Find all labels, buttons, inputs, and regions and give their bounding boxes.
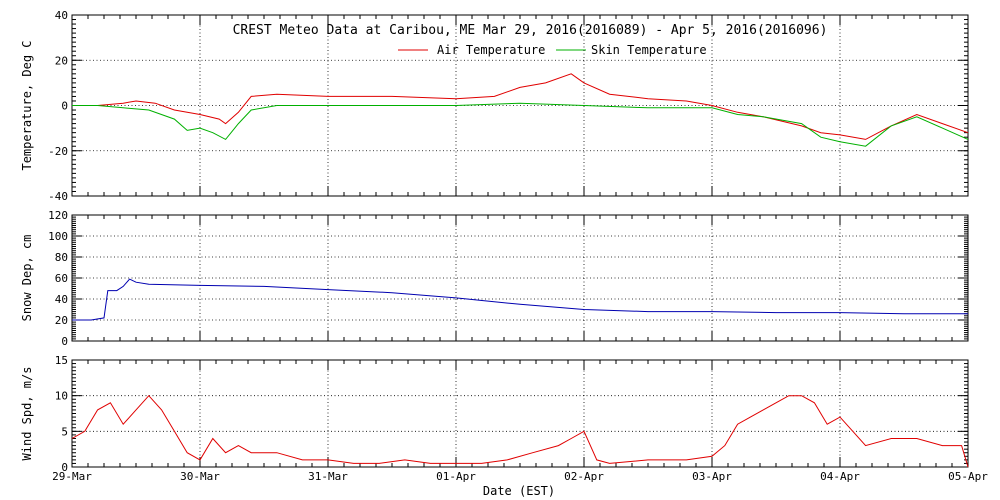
series-line-wind-speed-panel bbox=[71, 394, 969, 468]
series-line-air-temperature bbox=[72, 73, 969, 140]
series-line-skin-temperature bbox=[72, 102, 969, 147]
y-tick-label: 80 bbox=[55, 251, 68, 264]
x-tick-label: 05-Apr bbox=[948, 470, 988, 483]
chart-title: CREST Meteo Data at Caribou, ME Mar 29, … bbox=[233, 23, 828, 38]
x-tick-label: 04-Apr bbox=[820, 470, 860, 483]
series-line-snow-depth-panel bbox=[72, 278, 968, 321]
legend: Air Temperature Skin Temperature bbox=[398, 43, 707, 57]
x-tick-label: 02-Apr bbox=[564, 470, 604, 483]
y-tick-label: 40 bbox=[55, 9, 68, 22]
y-tick-label: 40 bbox=[55, 293, 68, 306]
x-tick-label: 31-Mar bbox=[308, 470, 348, 483]
y-tick-label: 15 bbox=[55, 354, 68, 367]
y-tick-label: 100 bbox=[48, 230, 68, 243]
y-axis-title: Wind Spd, m/s bbox=[20, 367, 34, 461]
y-tick-label: 60 bbox=[55, 272, 68, 285]
x-tick-label: 30-Mar bbox=[180, 470, 220, 483]
y-tick-label: 0 bbox=[61, 461, 68, 474]
y-tick-label: 5 bbox=[61, 425, 68, 438]
legend-skin-label: Skin Temperature bbox=[591, 43, 707, 57]
x-tick-label: 01-Apr bbox=[436, 470, 476, 483]
y-tick-label: 20 bbox=[55, 54, 68, 67]
x-tick-label: 03-Apr bbox=[692, 470, 732, 483]
plot-frame bbox=[71, 359, 969, 468]
y-tick-label: 0 bbox=[61, 100, 68, 113]
wind-speed-panel: 0 5 10 15 Wind Spd, m/s bbox=[20, 354, 969, 474]
y-tick-label: -20 bbox=[48, 145, 68, 158]
snow-depth-panel: 0 20 40 60 80 100 120 Snow Dep, cm bbox=[20, 209, 969, 348]
y-axis-title: Snow Dep, cm bbox=[20, 235, 34, 322]
x-axis-title: Date (EST) bbox=[483, 484, 555, 498]
legend-air-label: Air Temperature bbox=[437, 43, 545, 57]
y-tick-label: -40 bbox=[48, 190, 68, 203]
y-tick-label: 20 bbox=[55, 314, 68, 327]
y-tick-label: 120 bbox=[48, 209, 68, 222]
y-axis-title: Temperature, Deg C bbox=[20, 40, 34, 170]
temperature-panel: -40 -20 0 20 40 Temperature, Deg C bbox=[20, 9, 969, 203]
panels: -40 -20 0 20 40 Temperature, Deg C 0 20 40 60 80 10… bbox=[20, 9, 988, 483]
y-tick-label: 0 bbox=[61, 335, 68, 348]
x-tick-label: 29-Mar bbox=[52, 470, 92, 483]
y-tick-label: 10 bbox=[55, 390, 68, 403]
